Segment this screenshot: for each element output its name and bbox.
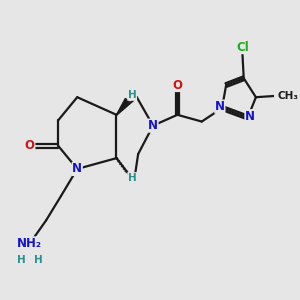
Text: Cl: Cl: [236, 40, 249, 54]
Text: CH₃: CH₃: [278, 91, 298, 101]
Polygon shape: [116, 98, 129, 115]
Text: H: H: [128, 172, 136, 183]
Text: H: H: [17, 255, 26, 265]
Text: N: N: [148, 119, 158, 132]
Text: O: O: [172, 79, 182, 92]
Text: H: H: [34, 255, 42, 265]
Text: N: N: [245, 110, 255, 123]
Text: N: N: [72, 163, 82, 176]
Text: NH₂: NH₂: [17, 237, 42, 250]
Text: H: H: [128, 90, 136, 100]
Text: O: O: [25, 140, 35, 152]
Text: N: N: [215, 100, 225, 113]
